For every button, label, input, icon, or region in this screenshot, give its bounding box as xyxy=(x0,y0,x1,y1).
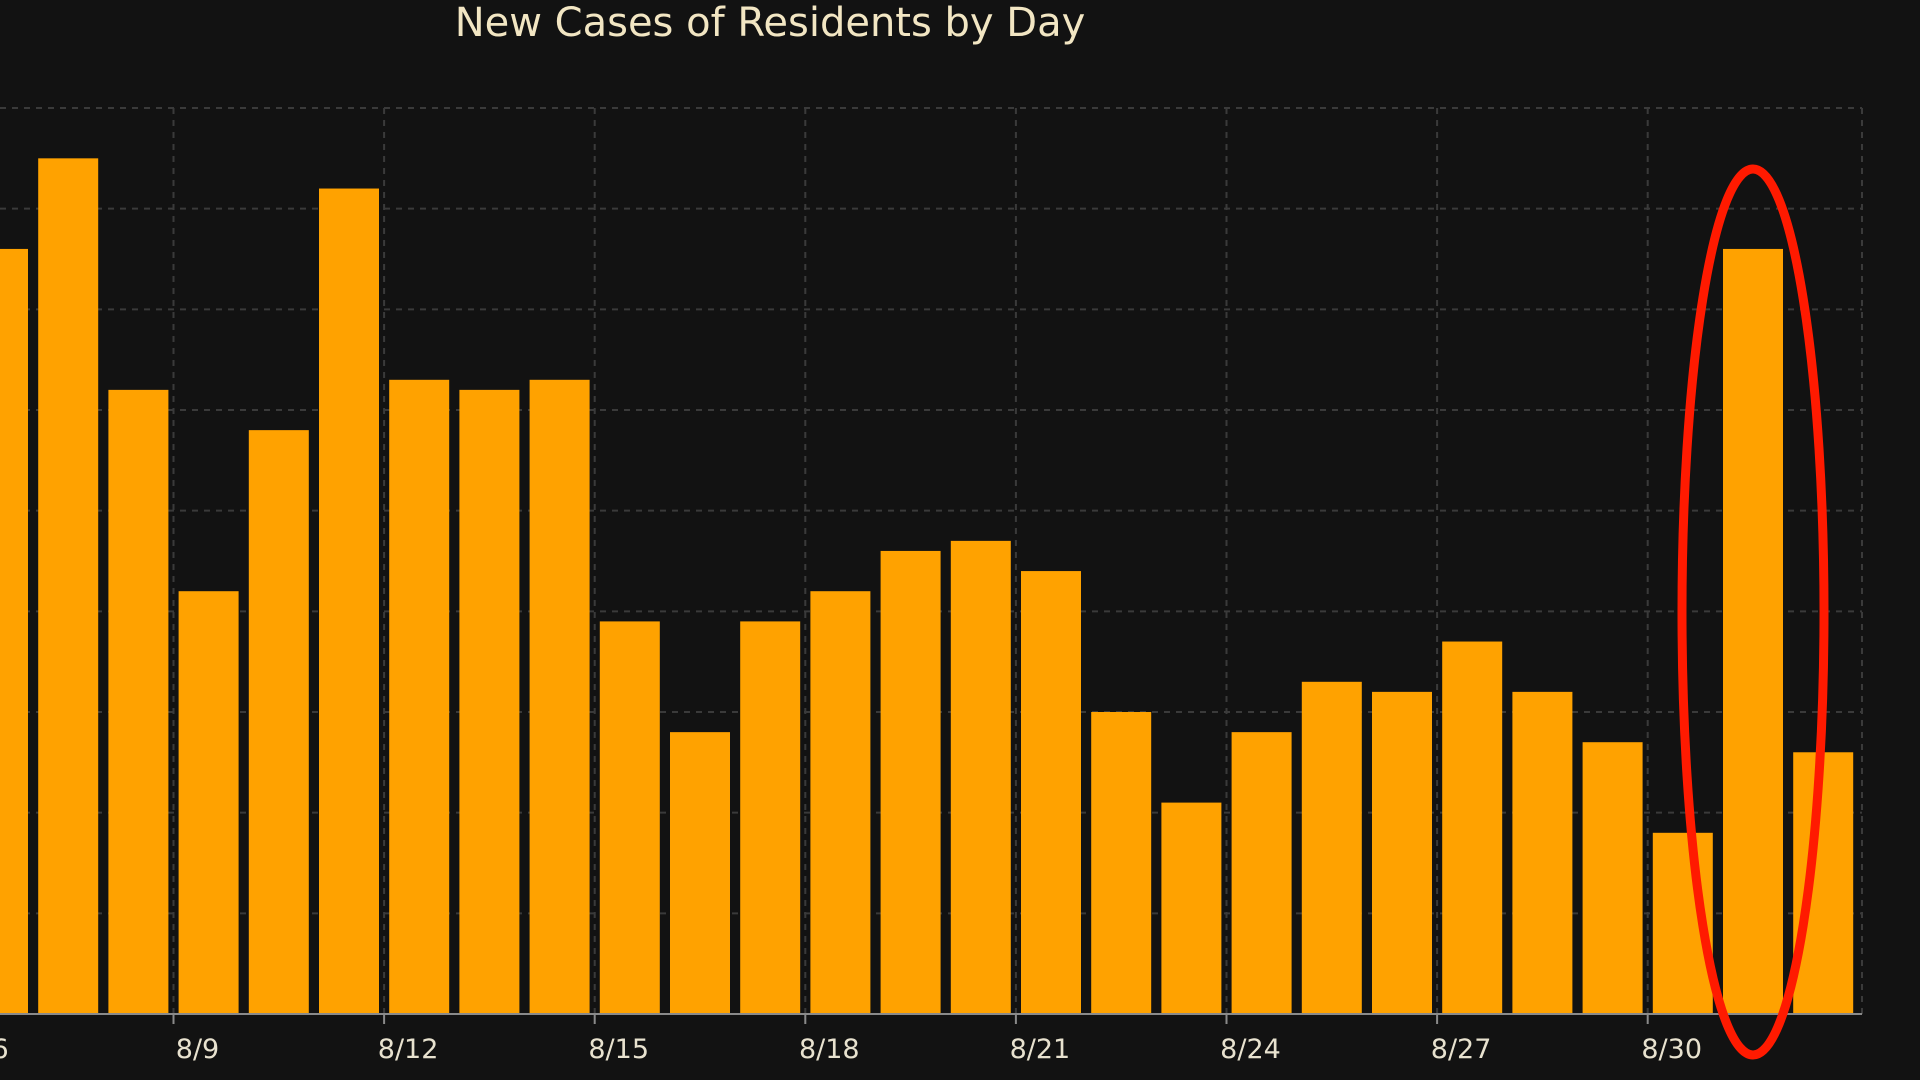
bar-8-18 xyxy=(810,591,871,1014)
bar-8-28 xyxy=(1512,691,1573,1014)
bar-8-19 xyxy=(880,550,941,1014)
bar-8-29 xyxy=(1582,742,1643,1014)
x-tick-label: 8/27 xyxy=(1431,1034,1492,1065)
x-tick-label: 8/9 xyxy=(176,1034,219,1065)
bar-8-23 xyxy=(1161,802,1222,1014)
bar-8-8 xyxy=(108,389,169,1014)
bar-8-25 xyxy=(1301,681,1362,1014)
x-tick-label: 8/30 xyxy=(1641,1034,1702,1065)
x-axis-ticks: 8/6 8/9 8/12 8/15 8/18 8/21 8/24 8/27 8/30 xyxy=(0,1014,1702,1065)
bar-8-22 xyxy=(1091,712,1152,1014)
x-tick-label: 8/12 xyxy=(378,1034,439,1065)
x-tick-label: 8/18 xyxy=(799,1034,860,1065)
bar-8-17 xyxy=(740,621,801,1014)
x-tick-label: 8/15 xyxy=(588,1034,649,1065)
bar-8-7 xyxy=(38,158,99,1015)
bar-8-14 xyxy=(529,379,590,1014)
bar-8-10 xyxy=(248,430,309,1015)
bar-8-27 xyxy=(1442,641,1503,1014)
x-tick-label: 8/21 xyxy=(1010,1034,1071,1065)
bar-8-31 xyxy=(1723,248,1783,1014)
bar-8-15 xyxy=(599,621,660,1014)
chart-title: New Cases of Residents by Day xyxy=(455,0,1086,46)
bar-8-13 xyxy=(459,389,520,1014)
bar-8-21 xyxy=(1021,571,1081,1014)
bar-8-11 xyxy=(319,188,379,1015)
bar-8-9 xyxy=(178,591,239,1014)
bar-8-12 xyxy=(389,379,450,1014)
bar-8-20 xyxy=(950,540,1011,1014)
highlight-ellipse xyxy=(1677,164,1829,1060)
bar-8-6 xyxy=(0,248,28,1014)
bar-8-16 xyxy=(670,732,730,1014)
x-tick-label: 8/6 xyxy=(0,1034,9,1065)
bar-8-24 xyxy=(1231,732,1292,1014)
bars xyxy=(0,158,1854,1015)
x-tick-label: 8/24 xyxy=(1220,1034,1281,1065)
bar-9-1 xyxy=(1793,752,1854,1014)
bar-8-26 xyxy=(1372,691,1432,1014)
